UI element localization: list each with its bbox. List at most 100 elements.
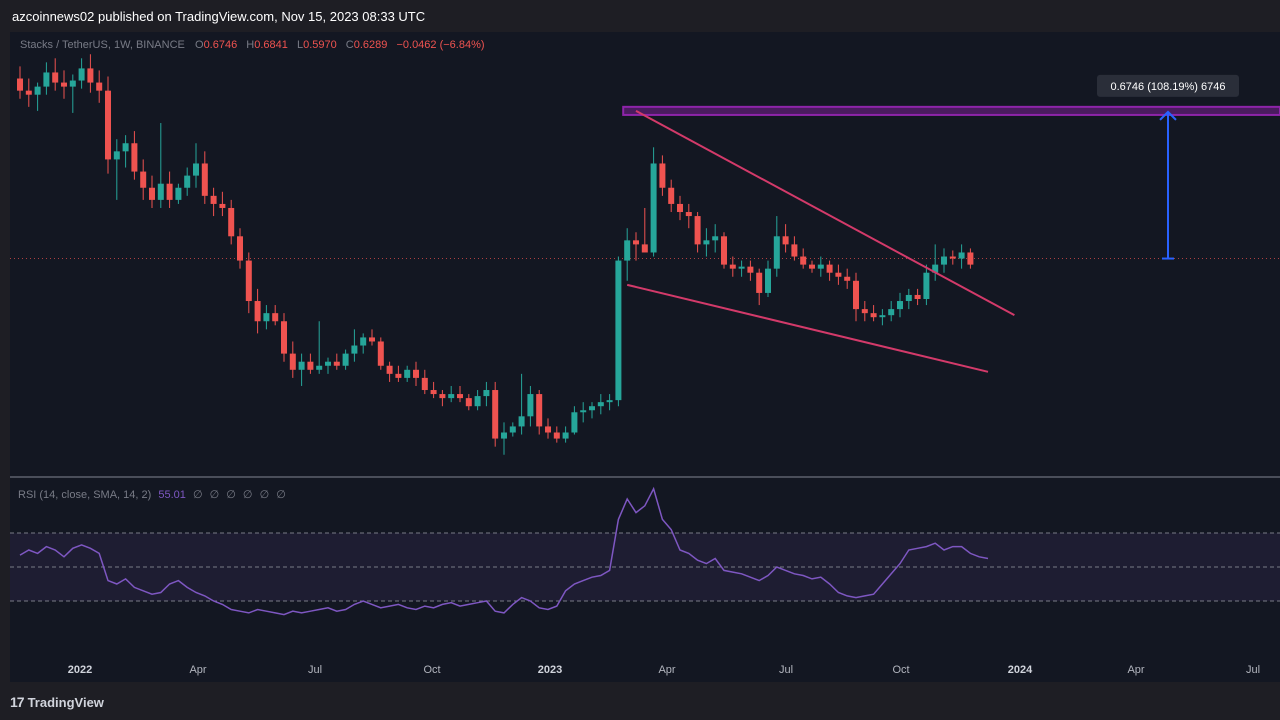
candle-body[interactable]: [184, 175, 191, 188]
candle-body[interactable]: [641, 244, 648, 253]
measure-arrowhead-icon[interactable]: [1159, 110, 1177, 121]
candle-body[interactable]: [897, 301, 903, 310]
candle-body[interactable]: [483, 390, 490, 397]
candle-body[interactable]: [509, 426, 516, 433]
candle-body[interactable]: [677, 203, 683, 213]
candle-body[interactable]: [369, 337, 375, 342]
candle-body[interactable]: [430, 390, 437, 395]
candle-body[interactable]: [281, 321, 287, 354]
candle-body[interactable]: [949, 256, 956, 259]
candle-body[interactable]: [791, 244, 798, 257]
candle-body[interactable]: [263, 313, 270, 322]
candle-body[interactable]: [721, 236, 727, 265]
candle-body[interactable]: [729, 264, 736, 269]
candle-body[interactable]: [932, 264, 939, 273]
candle-body[interactable]: [17, 78, 23, 91]
candle-body[interactable]: [615, 260, 622, 401]
candle-body[interactable]: [606, 400, 613, 403]
candle-body[interactable]: [96, 82, 103, 91]
candle-body[interactable]: [78, 68, 85, 81]
candle-body[interactable]: [809, 264, 815, 269]
candle-body[interactable]: [888, 309, 895, 316]
candle-body[interactable]: [61, 82, 67, 87]
wedge-lower-trendline[interactable]: [626, 283, 989, 373]
candle-body[interactable]: [527, 394, 534, 417]
candle-body[interactable]: [52, 72, 59, 83]
candle-body[interactable]: [166, 183, 173, 200]
candle-body[interactable]: [553, 432, 560, 439]
candle-body[interactable]: [404, 369, 411, 378]
candle-body[interactable]: [817, 264, 824, 269]
candle-body[interactable]: [333, 361, 340, 366]
chart-canvas[interactable]: 0.6746 (108.19%) 6746 Stacks / TetherUS,…: [10, 32, 1280, 682]
candle-body[interactable]: [879, 315, 886, 318]
candle-body[interactable]: [201, 163, 208, 196]
candle-body[interactable]: [237, 236, 243, 261]
candle-body[interactable]: [342, 353, 349, 366]
candle-body[interactable]: [967, 252, 974, 265]
candle-body[interactable]: [571, 412, 578, 433]
candle-body[interactable]: [307, 361, 314, 370]
candle-body[interactable]: [659, 163, 666, 188]
candle-body[interactable]: [122, 143, 129, 152]
candle-body[interactable]: [289, 353, 296, 370]
candle-body[interactable]: [958, 252, 965, 259]
candle-body[interactable]: [501, 432, 507, 439]
candle-body[interactable]: [861, 309, 868, 314]
candle-body[interactable]: [650, 163, 657, 253]
candle-body[interactable]: [597, 402, 604, 407]
candle-body[interactable]: [395, 373, 402, 378]
candle-body[interactable]: [316, 365, 323, 370]
rsi-line[interactable]: [19, 486, 989, 616]
candle-body[interactable]: [694, 216, 701, 245]
candle-body[interactable]: [914, 294, 921, 299]
candle-body[interactable]: [105, 90, 111, 160]
candle-body[interactable]: [826, 264, 833, 273]
candle-body[interactable]: [113, 151, 120, 160]
candle-body[interactable]: [536, 394, 543, 427]
candle-body[interactable]: [765, 268, 771, 293]
candle-body[interactable]: [668, 187, 675, 204]
candle-body[interactable]: [43, 72, 50, 87]
candle-body[interactable]: [474, 396, 481, 407]
chart-area[interactable]: 0.6746 (108.19%) 6746 Stacks / TetherUS,…: [10, 32, 1280, 682]
candle-body[interactable]: [756, 272, 763, 293]
candle-body[interactable]: [870, 313, 877, 318]
candle-body[interactable]: [853, 280, 859, 310]
candle-body[interactable]: [703, 240, 710, 245]
candle-body[interactable]: [685, 212, 692, 217]
candle-body[interactable]: [149, 187, 155, 200]
candle-body[interactable]: [545, 426, 551, 433]
candle-body[interactable]: [439, 394, 446, 399]
candle-body[interactable]: [140, 171, 147, 188]
candle-body[interactable]: [580, 410, 587, 413]
tradingview-logo[interactable]: 17 TradingView: [10, 694, 104, 710]
candle-body[interactable]: [219, 203, 226, 208]
candle-body[interactable]: [377, 341, 384, 366]
candle-body[interactable]: [738, 266, 745, 269]
candle-body[interactable]: [69, 80, 76, 87]
candle-body[interactable]: [624, 240, 631, 261]
candle-body[interactable]: [448, 394, 455, 399]
candle-body[interactable]: [457, 394, 463, 399]
candle-body[interactable]: [747, 266, 754, 273]
candle-body[interactable]: [157, 183, 164, 200]
candle-body[interactable]: [175, 187, 182, 200]
candle-body[interactable]: [589, 406, 595, 411]
candle-body[interactable]: [193, 163, 199, 176]
candle-body[interactable]: [210, 195, 217, 204]
resistance-zone[interactable]: [622, 105, 1280, 116]
candle-body[interactable]: [941, 256, 947, 265]
candle-body[interactable]: [413, 369, 419, 378]
candle-body[interactable]: [325, 361, 331, 366]
candle-body[interactable]: [25, 90, 32, 95]
candle-body[interactable]: [254, 301, 261, 322]
candle-body[interactable]: [800, 256, 807, 265]
candle-body[interactable]: [923, 272, 930, 299]
candle-body[interactable]: [712, 236, 719, 241]
candle-body[interactable]: [131, 143, 138, 172]
candle-body[interactable]: [844, 276, 851, 281]
candle-body[interactable]: [87, 68, 94, 83]
candle-body[interactable]: [518, 416, 525, 427]
candle-body[interactable]: [905, 294, 912, 302]
